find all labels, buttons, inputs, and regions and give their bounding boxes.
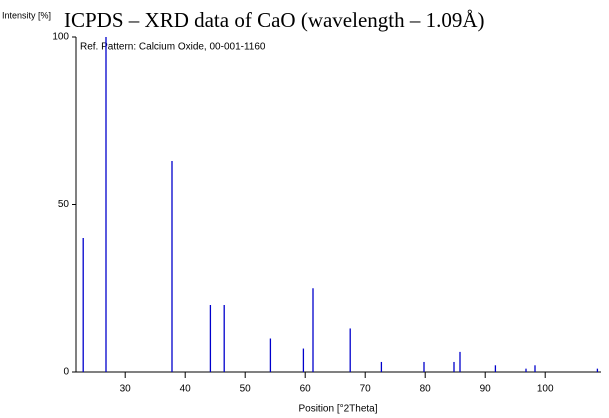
y-tick-label: 100: [52, 32, 69, 43]
x-tick-label: 100: [537, 384, 554, 395]
y-tick-label: 50: [58, 199, 70, 210]
x-tick-label: 90: [480, 384, 492, 395]
y-tick-label: 0: [63, 367, 69, 378]
x-tick-label: 50: [240, 384, 252, 395]
x-tick-label: 60: [300, 384, 312, 395]
x-axis-label: Position [°2Theta]: [298, 404, 377, 415]
x-tick-label: 80: [420, 384, 432, 395]
x-tick-label: 40: [180, 384, 192, 395]
x-tick-label: 70: [360, 384, 372, 395]
y-axis-label: Intensity [%]: [2, 10, 51, 20]
chart-title: ICPDS – XRD data of CaO (wavelength – 1.…: [64, 8, 485, 32]
annotation: Ref. Pattern: Calcium Oxide, 00-001-1160: [80, 42, 266, 53]
x-tick-label: 30: [120, 384, 132, 395]
